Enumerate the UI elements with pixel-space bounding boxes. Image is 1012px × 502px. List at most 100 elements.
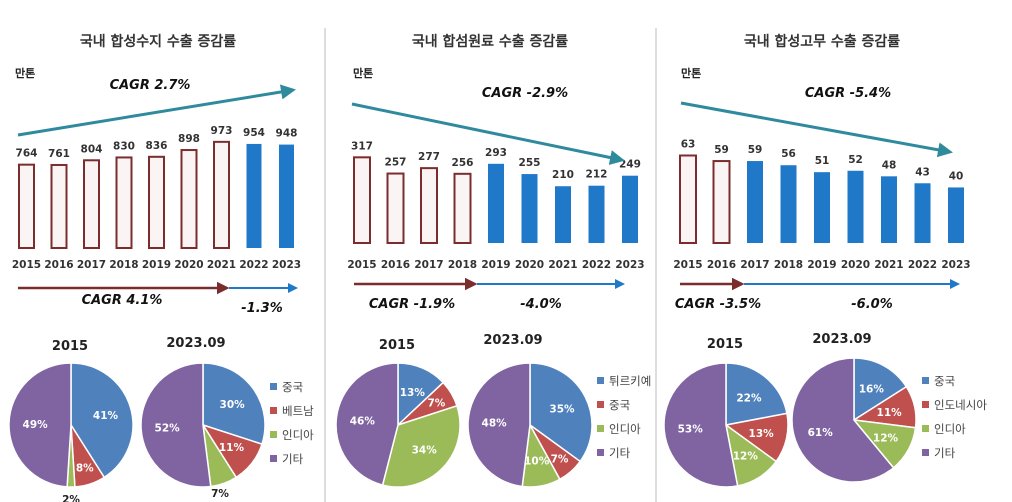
bar-value-label: 836 — [146, 140, 168, 152]
pie-slice-기타 — [663, 362, 739, 488]
pie-value-label: 34% — [412, 445, 438, 457]
legend-label: 인디아 — [934, 422, 966, 436]
bar-value-label: 56 — [781, 148, 796, 160]
bar-value-label: 317 — [351, 140, 373, 152]
pie-value-label: 12% — [733, 450, 759, 462]
x-tick-label: 2021 — [207, 259, 236, 271]
pie-slice-기타 — [791, 357, 895, 483]
pie-value-label: 53% — [678, 423, 704, 435]
x-tick-label: 2017 — [740, 259, 769, 271]
legend-swatch — [270, 455, 277, 462]
x-tick-label: 2020 — [515, 259, 544, 271]
bar-value-label: 293 — [485, 147, 507, 159]
pie-value-label: 7% — [211, 488, 229, 500]
x-tick-label: 2023 — [941, 259, 970, 271]
x-tick-label: 2015 — [12, 259, 41, 271]
legend-label: 기타 — [282, 452, 304, 466]
pie-group-3: 2015 22% 13% 12% 53% 2023.09 16% 11% 12% 61% 중국인도네… — [663, 332, 987, 488]
pie-value-label: 48% — [482, 418, 508, 430]
pie-value-label: 11% — [219, 442, 245, 454]
legend-label: 기타 — [609, 446, 631, 460]
legend-label: 튀르키예 — [609, 374, 651, 388]
legend-swatch — [597, 425, 604, 432]
bar-2020 — [847, 170, 864, 243]
pie-value-label: 16% — [859, 384, 885, 396]
bar-value-label: 256 — [452, 157, 474, 169]
pie-slice-중국 — [725, 362, 788, 426]
bar-value-label: 830 — [113, 140, 135, 152]
x-tick-label: 2019 — [807, 259, 836, 271]
bar-value-label: 954 — [243, 127, 265, 139]
x-tick-label: 2020 — [174, 259, 203, 271]
pie-value-label: 61% — [808, 427, 834, 439]
x-tick-label: 2016 — [707, 259, 736, 271]
bar-value-label: 63 — [681, 139, 696, 151]
pie-value-label: 35% — [549, 404, 575, 416]
pie-title: 2015 — [379, 338, 415, 353]
pie-slice-중국 — [853, 357, 908, 422]
pie-value-label: 22% — [736, 392, 762, 404]
pie-value-label: 46% — [350, 416, 376, 428]
x-tick-label: 2022 — [239, 259, 268, 271]
pie-value-label: 8% — [76, 463, 94, 475]
legend-swatch — [922, 377, 929, 384]
legend-swatch — [922, 401, 929, 408]
x-tick-label: 2015 — [347, 259, 376, 271]
cagr-period1-label: CAGR -1.9% — [369, 297, 455, 312]
x-tick-label: 2018 — [448, 259, 477, 271]
unit-label: 만톤 — [15, 66, 35, 80]
pie-slice-기타 — [467, 362, 531, 488]
bar-2017 — [420, 167, 438, 244]
bar-value-label: 764 — [16, 148, 38, 160]
unit-label: 만톤 — [353, 66, 373, 80]
bar-2017 — [83, 159, 100, 249]
legend-label: 중국 — [609, 398, 630, 412]
x-tick-label: 2021 — [874, 259, 903, 271]
legend-swatch — [597, 377, 604, 384]
bar-value-label: 255 — [519, 157, 541, 169]
bar-value-label: 948 — [276, 128, 298, 140]
bar-2022 — [246, 143, 262, 248]
bar-value-label: 277 — [418, 151, 440, 163]
x-tick-label: 2020 — [841, 259, 870, 271]
legend-label: 베트남 — [282, 404, 314, 418]
bar-2017 — [747, 161, 763, 243]
bar-2020 — [180, 149, 198, 249]
cagr-period2-label: -1.3% — [241, 301, 282, 316]
bar-2019 — [148, 155, 165, 249]
chart-title: 국내 합성고무 수출 증감률 — [744, 33, 900, 50]
pie-title: 2023.09 — [812, 332, 871, 347]
bar-value-label: 48 — [882, 159, 897, 171]
cagr-period1-label: CAGR 4.1% — [82, 293, 163, 308]
x-tick-label: 2019 — [142, 259, 171, 271]
bar-2015 — [679, 154, 697, 244]
bar-2016 — [712, 160, 731, 244]
pie-slice-중국 — [202, 362, 266, 446]
pie-value-label: 49% — [23, 419, 49, 431]
x-tick-label: 2018 — [109, 259, 138, 271]
bar-2018 — [453, 172, 472, 244]
cagr-top-label: CAGR -2.9% — [482, 86, 568, 101]
x-tick-label: 2016 — [381, 259, 410, 271]
bar-2022 — [914, 183, 931, 243]
bar-2023 — [948, 187, 964, 243]
bar-2016 — [386, 172, 405, 244]
pie-slice-인디아 — [381, 404, 461, 488]
legend-swatch — [922, 425, 929, 432]
cagr-trend-arrow — [351, 102, 625, 165]
legend-swatch — [270, 431, 277, 438]
pie-value-label: 7% — [427, 397, 445, 409]
bar-value-label: 59 — [714, 144, 729, 156]
legend-swatch — [922, 449, 929, 456]
chart-title: 국내 합성수지 수출 증감률 — [80, 33, 236, 50]
legend-label: 인도네시아 — [934, 398, 987, 412]
x-tick-label: 2021 — [548, 259, 577, 271]
bar-value-label: 52 — [848, 154, 863, 166]
bar-2018 — [780, 165, 797, 243]
pie-value-label: 13% — [749, 428, 775, 440]
x-tick-label: 2023 — [272, 259, 301, 271]
bar-2015 — [353, 156, 371, 244]
x-tick-label: 2022 — [582, 259, 611, 271]
bar-value-label: 973 — [211, 125, 233, 137]
